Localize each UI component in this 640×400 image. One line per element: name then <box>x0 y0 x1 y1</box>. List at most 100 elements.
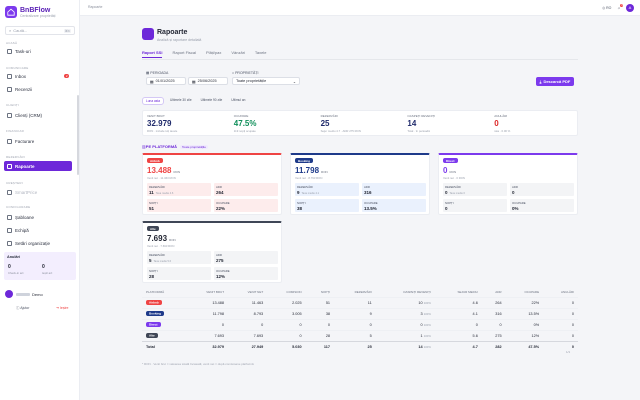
platform-card-alte[interactable]: Alte 7.693 RON Venit net · 7.693 RON Reze… <box>142 221 282 283</box>
app-logo[interactable]: BnBFlow Centralizare proprietăți <box>5 6 55 18</box>
row-platform-tag: Airbnb <box>146 300 162 305</box>
notification-button[interactable]: ♫ 3 <box>617 4 624 10</box>
sidebar: BnBFlow Centralizare proprietăți ⌕ Caută… <box>0 0 80 400</box>
report-icon <box>7 163 12 169</box>
kpi-sub: RON · include toți taxele <box>147 129 178 133</box>
table-header-cell[interactable]: Nopți <box>320 289 331 294</box>
kpi-sub: 119 nopți ocupate <box>233 129 256 133</box>
platform-filter-pill[interactable]: Toate proprietățile <box>180 144 208 149</box>
kpi-label: Venit brut <box>147 114 165 118</box>
tab-fiscal[interactable]: Raport Fiscal <box>172 50 197 55</box>
table-cell: 3.005 <box>267 307 306 319</box>
preset-this-month[interactable]: Luna asta <box>142 97 165 105</box>
sidebar-item-org-settings[interactable]: Setări organizație <box>4 238 72 248</box>
calendar-icon: ▦ <box>146 71 151 75</box>
cell-label: Rezervări <box>149 184 165 189</box>
cell-label: ADR <box>364 184 370 189</box>
search-input[interactable]: ⌕ Caută... ⌘K <box>5 26 75 35</box>
sidebar-item-inbox[interactable]: Inbox 2 <box>4 71 72 81</box>
row-platform: Alte <box>142 329 186 341</box>
search-placeholder: Caută... <box>13 28 28 33</box>
building-icon: ⌂ <box>232 71 236 75</box>
table-header-cell[interactable]: Ocupare <box>524 289 540 294</box>
table-cell: 0 <box>543 307 578 319</box>
top-avatar[interactable]: A <box>626 4 634 12</box>
table-header-cell[interactable]: Oaspeți reveniți <box>403 289 431 294</box>
date-from-input[interactable]: ▦ 01/01/2025 <box>146 77 186 85</box>
sidebar-item-label: Șabloane <box>15 214 35 220</box>
table-header-cell[interactable]: Rezervări <box>354 289 372 294</box>
table-header-cell[interactable]: Comision <box>286 289 302 294</box>
cell-label: Nopți <box>297 200 306 205</box>
cell-bookings: Rezervări 0 Taxa medie 0 <box>443 183 507 196</box>
platform-card-direct[interactable]: Direct 0 RON Venit net · 0 RON Rezervări 0… <box>438 153 578 215</box>
table-header-cell[interactable]: ADR <box>495 289 502 294</box>
table-cell: 0 <box>543 329 578 341</box>
table-cell: 12% <box>505 329 544 341</box>
tab-taxes[interactable]: Taxele <box>254 50 267 55</box>
table-header-cell[interactable]: Platformă <box>146 289 165 294</box>
cell-value: 14 <box>418 344 423 349</box>
cell-value: 0% <box>512 205 519 211</box>
sidebar-item-crm[interactable]: Clienți (CRM) <box>4 110 72 120</box>
table-header-cell[interactable]: Venit brut <box>206 289 225 294</box>
table-cell: 11.798 <box>185 307 229 319</box>
cell-label: Ocupare <box>216 268 230 273</box>
sidebar-item-reviews[interactable]: Recenzii <box>4 84 72 94</box>
table-cell: 0 <box>267 318 306 330</box>
platform-card-airbnb[interactable]: Airbnb 13.488 RON Venit net · 11.463 RON … <box>142 153 282 215</box>
sidebar-item-invoicing[interactable]: Facturare <box>4 136 72 146</box>
pagination[interactable]: 1/1 <box>566 350 571 354</box>
table-row[interactable]: Alte 7.693 7.693 0 28 5 1 100% 5.6 275 12% 0 <box>142 329 578 341</box>
properties-select[interactable]: Toate proprietățile ⌄ <box>232 77 300 85</box>
kpi-value: 0 <box>494 119 499 128</box>
export-pdf-button[interactable]: ⤓ Descarcă PDF <box>536 77 574 86</box>
table-cell: 5.6 <box>434 329 482 341</box>
sidebar-scrollbar[interactable] <box>77 95 79 175</box>
template-icon <box>7 214 12 220</box>
tab-payments[interactable]: Plăți/pax <box>206 50 222 55</box>
tab-divider <box>142 59 578 60</box>
kpi-value: 14 <box>407 119 417 128</box>
cell-bookings: Rezervări 5 Taxa medie 5.6 <box>147 251 211 264</box>
table-header-cell[interactable]: Sejur mediu <box>457 289 478 294</box>
cell-value: 3 <box>420 311 423 316</box>
sidebar-item-label: SmartPrice <box>15 189 38 195</box>
sidebar-item-label: Facturare <box>15 138 35 144</box>
platform-net: Venit net · 0 RON <box>443 176 465 180</box>
sidebar-item-team[interactable]: Echipă <box>4 225 72 235</box>
platform-card-booking[interactable]: Booking 11.798 RON Venit net · 8.793 RON … <box>290 153 430 215</box>
tab-sales[interactable]: Vânzări <box>231 50 245 55</box>
table-cell: 0 <box>267 329 306 341</box>
table-cell: 5 <box>334 329 376 341</box>
table-row[interactable]: Direct 0 0 0 0 0 0 100% 0 0 0% 0 <box>142 318 578 330</box>
sidebar-item-smartprice[interactable]: SmartPrice <box>4 187 72 197</box>
cell-occupancy: Ocupare 13.5% <box>362 199 426 212</box>
cell-pct: 100% <box>423 322 431 327</box>
table-cell: 22% <box>505 296 544 308</box>
date-to-input[interactable]: ▦ 25/06/2025 <box>188 77 228 85</box>
breadcrumb[interactable]: Rapoarte <box>88 5 103 9</box>
calendar-icon: ▦ <box>150 79 154 84</box>
sidebar-item-templates[interactable]: Șabloane <box>4 212 72 222</box>
preset-90-days[interactable]: Ultimele 90 zile <box>200 98 223 102</box>
table-row[interactable]: Airbnb 13.488 11.463 2.025 51 11 10 100% 4.6 264… <box>142 296 578 308</box>
cell-label: Ocupare <box>364 200 378 205</box>
help-link[interactable]: ⓘ Ajutor <box>16 306 29 311</box>
sidebar-item-tasks[interactable]: Task-uri <box>4 46 72 56</box>
preset-last-year[interactable]: Ultimul an <box>231 98 246 102</box>
tab-ssi[interactable]: Raport SSI <box>142 50 163 58</box>
table-cell: 316 <box>481 307 506 319</box>
table-cell: 47.5% <box>505 340 544 352</box>
table-row[interactable]: Booking 11.798 8.793 3.005 38 9 3 100% 4.1 316 13… <box>142 307 578 319</box>
sidebar-item-reports[interactable]: Rapoarte <box>4 161 72 171</box>
table-header-cell[interactable]: Venit net <box>247 289 264 294</box>
user-profile[interactable]: Demo <box>5 290 43 298</box>
preset-30-days[interactable]: Ultimele 30 zile <box>170 98 192 102</box>
platform-net: Venit net · 7.693 RON <box>147 244 175 248</box>
logout-link[interactable]: ⇥ Ieșire <box>56 306 68 310</box>
language-switch[interactable]: ◎ RO <box>602 6 611 10</box>
inbox-icon <box>7 73 12 79</box>
table-header-cell[interactable]: Anulări <box>560 289 574 294</box>
platform-tag: Direct <box>443 158 458 163</box>
